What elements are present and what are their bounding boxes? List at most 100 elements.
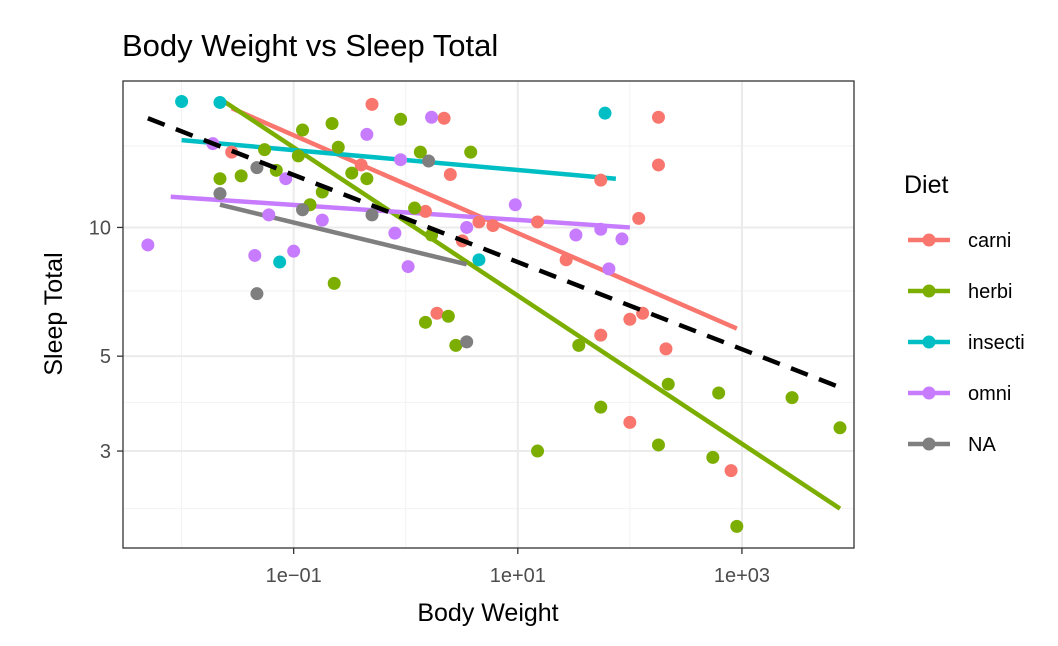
point-herbi bbox=[258, 143, 272, 157]
point-herbi bbox=[331, 140, 345, 154]
legend-key-point bbox=[922, 386, 936, 400]
point-omni bbox=[594, 222, 608, 236]
point-carni bbox=[594, 173, 608, 187]
legend-item-omni: omni bbox=[908, 383, 1011, 405]
legend: Diet carni herbi insecti omni NA bbox=[904, 171, 1025, 456]
legend-key-point bbox=[922, 284, 936, 298]
point-herbi bbox=[327, 276, 341, 290]
y-tick-label: 5 bbox=[100, 346, 111, 368]
point-omni bbox=[460, 220, 474, 234]
x-axis: 1e−01 1e+01 1e+03 bbox=[266, 548, 770, 587]
legend-item-carni: carni bbox=[908, 230, 1011, 252]
legend-label: carni bbox=[968, 230, 1011, 252]
point-na bbox=[460, 335, 474, 349]
point-herbi bbox=[594, 400, 608, 414]
point-carni bbox=[623, 312, 637, 326]
legend-key-point bbox=[922, 233, 936, 247]
x-tick-label: 1e+01 bbox=[490, 565, 546, 587]
point-insecti bbox=[175, 95, 189, 109]
legend-item-herbi: herbi bbox=[908, 281, 1012, 303]
point-na bbox=[213, 187, 227, 201]
point-omni bbox=[394, 153, 408, 167]
point-omni bbox=[615, 232, 629, 246]
x-axis-title: Body Weight bbox=[417, 599, 558, 627]
point-herbi bbox=[360, 172, 374, 186]
y-axis-title: Sleep Total bbox=[40, 252, 68, 375]
point-herbi bbox=[785, 391, 799, 405]
point-carni bbox=[659, 342, 673, 356]
legend-label: herbi bbox=[968, 281, 1012, 303]
x-tick-label: 1e−01 bbox=[266, 565, 322, 587]
point-carni bbox=[724, 464, 738, 478]
point-na bbox=[250, 161, 264, 175]
fit-line-na bbox=[219, 202, 468, 267]
point-na bbox=[296, 203, 310, 217]
point-insecti bbox=[213, 95, 227, 109]
y-axis: 3 5 10 bbox=[89, 217, 123, 463]
point-insecti bbox=[472, 253, 486, 267]
point-herbi bbox=[325, 117, 339, 131]
point-herbi bbox=[345, 166, 359, 180]
point-omni bbox=[388, 226, 402, 240]
point-herbi bbox=[833, 421, 847, 435]
overall-fit-line bbox=[147, 116, 844, 391]
point-herbi bbox=[730, 519, 744, 533]
point-insecti bbox=[273, 255, 287, 269]
point-omni bbox=[401, 260, 415, 274]
legend-label: insecti bbox=[968, 332, 1025, 354]
point-omni bbox=[248, 248, 262, 262]
plot-panel bbox=[122, 80, 855, 549]
y-tick-label: 3 bbox=[100, 441, 111, 463]
point-na bbox=[365, 208, 379, 222]
point-herbi bbox=[449, 338, 463, 352]
point-omni bbox=[569, 228, 583, 242]
point-carni bbox=[623, 415, 637, 429]
point-herbi bbox=[651, 438, 665, 452]
point-carni bbox=[651, 158, 665, 172]
point-herbi bbox=[408, 201, 422, 215]
legend-label: omni bbox=[968, 383, 1011, 405]
point-carni bbox=[559, 253, 573, 267]
point-carni bbox=[531, 215, 545, 229]
point-herbi bbox=[572, 338, 586, 352]
legend-key-point bbox=[922, 335, 936, 349]
point-herbi bbox=[291, 149, 305, 163]
point-herbi bbox=[441, 309, 455, 323]
point-omni bbox=[360, 127, 374, 141]
point-herbi bbox=[531, 444, 545, 458]
y-tick-label: 10 bbox=[89, 217, 111, 239]
point-herbi bbox=[213, 172, 227, 186]
point-herbi bbox=[661, 377, 675, 391]
point-herbi bbox=[712, 386, 726, 400]
point-carni bbox=[437, 111, 451, 125]
overall-fit-group bbox=[147, 116, 844, 391]
panel-border bbox=[122, 80, 855, 549]
fit-line-herbi bbox=[218, 96, 842, 511]
point-carni bbox=[651, 110, 665, 124]
point-carni bbox=[472, 215, 486, 229]
point-herbi bbox=[394, 112, 408, 126]
chart-title: Body Weight vs Sleep Total bbox=[122, 28, 498, 63]
point-na bbox=[250, 287, 264, 301]
point-carni bbox=[430, 306, 444, 320]
point-insecti bbox=[598, 106, 612, 120]
point-omni bbox=[315, 213, 329, 227]
point-omni bbox=[287, 244, 301, 258]
point-herbi bbox=[418, 315, 432, 329]
point-omni bbox=[141, 238, 155, 252]
legend-title: Diet bbox=[904, 171, 949, 199]
point-herbi bbox=[234, 169, 248, 183]
point-carni bbox=[443, 167, 457, 181]
fit-line-omni bbox=[170, 194, 631, 230]
point-herbi bbox=[296, 123, 310, 137]
point-omni bbox=[508, 198, 522, 212]
point-carni bbox=[354, 158, 368, 172]
point-omni bbox=[425, 110, 439, 124]
point-carni bbox=[486, 219, 500, 233]
legend-item-na: NA bbox=[908, 434, 996, 456]
data-points bbox=[141, 95, 847, 533]
point-herbi bbox=[464, 145, 478, 159]
legend-label: NA bbox=[968, 434, 996, 456]
x-tick-label: 1e+03 bbox=[714, 565, 770, 587]
